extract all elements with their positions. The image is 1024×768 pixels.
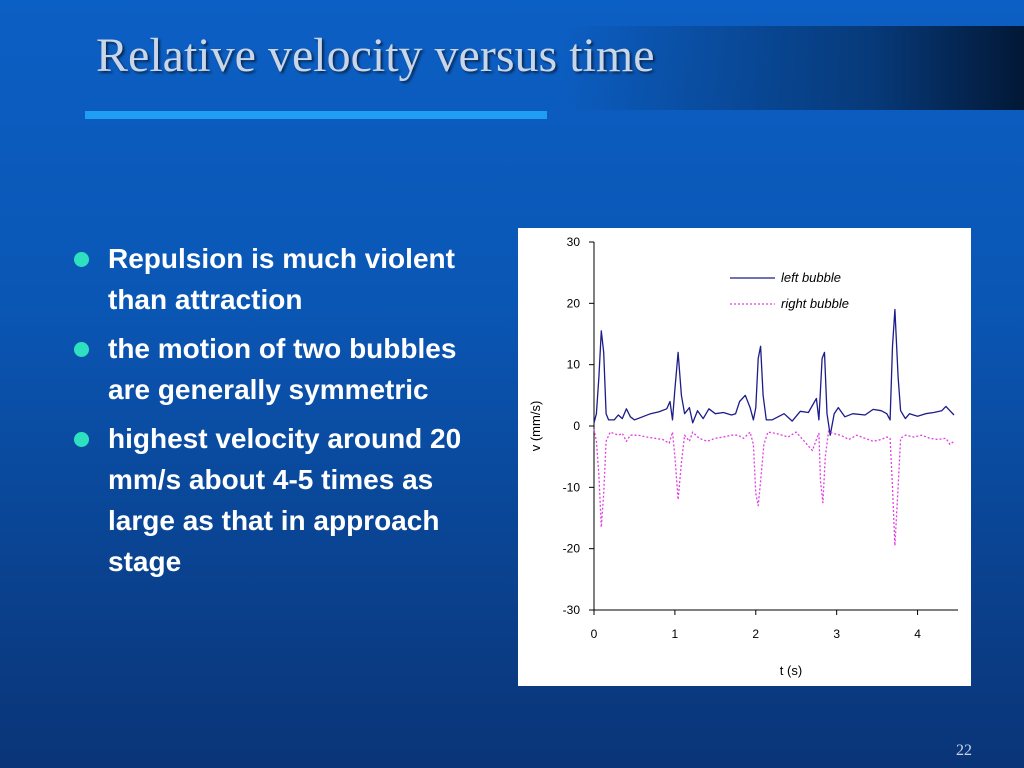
x-tick-label: 3 (833, 627, 840, 641)
bullet-dot-icon (74, 252, 89, 267)
y-tick-label: -20 (563, 542, 581, 556)
slide-title: Relative velocity versus time (96, 29, 655, 82)
page-number: 22 (956, 742, 972, 759)
title-underline (85, 111, 547, 119)
title-band (0, 26, 1024, 110)
legend-label: right bubble (781, 296, 849, 311)
x-axis-label: t (s) (780, 663, 802, 678)
velocity-chart: 30 20 10 0 -10 -20 -30 0 1 2 3 4 t (s) v (mm/s) left b… (528, 235, 958, 678)
bullet-text: highest velocity around 20 mm/s about 4-… (108, 423, 462, 577)
chart-panel: 30 20 10 0 -10 -20 -30 0 1 2 3 4 t (s) v (mm/s) left b… (518, 228, 971, 686)
y-tick-label: -10 (563, 480, 581, 494)
y-tick-label: 0 (573, 419, 580, 433)
x-tick-label: 0 (591, 627, 598, 641)
bullet-item: the motion of two bubbles are generally … (70, 328, 490, 410)
bullet-text: Repulsion is much violent than attractio… (108, 243, 455, 315)
x-tick-label: 4 (914, 627, 921, 641)
x-tick-label: 1 (672, 627, 679, 641)
x-tick-label: 2 (752, 627, 759, 641)
bullet-list: Repulsion is much violent than attractio… (70, 238, 490, 590)
bullet-dot-icon (74, 432, 89, 447)
y-axis-label: v (mm/s) (528, 401, 543, 452)
bullet-item: highest velocity around 20 mm/s about 4-… (70, 418, 490, 582)
series-line-right-bubble (593, 428, 955, 547)
bullet-item: Repulsion is much violent than attractio… (70, 238, 490, 320)
y-tick-label: 30 (567, 235, 581, 249)
y-tick-label: -30 (563, 603, 581, 617)
y-tick-label: 10 (567, 358, 581, 372)
y-tick-label: 20 (567, 296, 581, 310)
bullet-text: the motion of two bubbles are generally … (108, 333, 457, 405)
bullet-dot-icon (74, 342, 89, 357)
series-line-left-bubble (593, 308, 955, 436)
legend-label: left bubble (781, 270, 841, 285)
